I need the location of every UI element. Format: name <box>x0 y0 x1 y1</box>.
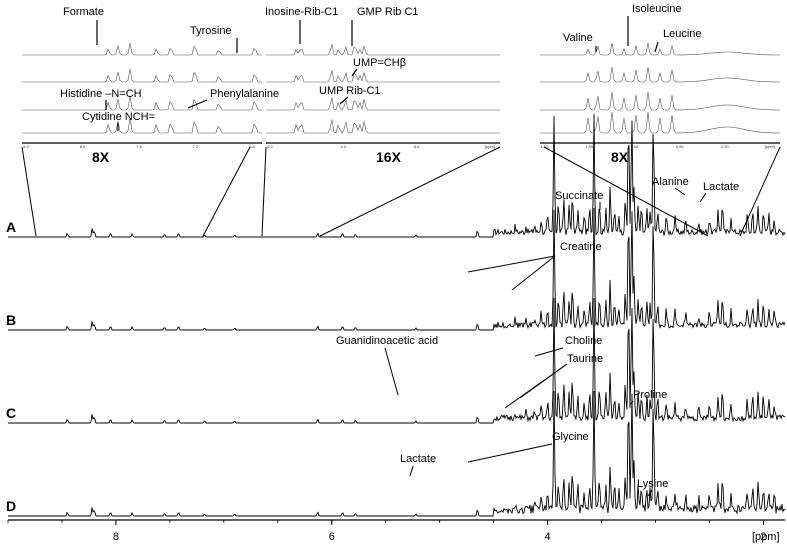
zoom-line-0 <box>21 146 37 237</box>
annotation-pointer-9 <box>629 400 634 406</box>
annotation-pointer-5 <box>534 347 564 357</box>
label-ump-rib: UMP Rib-C1 <box>319 85 381 97</box>
label-phenylalanine: Phenylalanine <box>210 88 279 100</box>
annotation-pointer-4 <box>511 255 556 291</box>
inset-8x-aromatic-tick-0: 8.4 <box>23 144 29 149</box>
inset-1-magnification: 8X <box>92 149 110 165</box>
zoom-line-1 <box>202 146 251 237</box>
inset-16x-anomeric-tick-0: 6.2 <box>267 144 273 149</box>
annotation-pointer-10 <box>467 443 553 463</box>
trace-label-b: B <box>6 312 16 328</box>
label-formate: Formate <box>63 6 104 18</box>
inset-8x-aliphatic-row-3 <box>540 111 781 134</box>
inset-label-pointer-3 <box>187 99 208 109</box>
label-cytidine: Cytidine NCH= <box>82 111 155 123</box>
inset-16x-anomeric-tick-2: 5.8 <box>414 144 420 149</box>
label-isoleucine: Isoleucine <box>632 3 682 15</box>
label-lysine: Lysine <box>637 478 668 490</box>
inset-8x-aromatic-tick-1: 8.0 <box>80 144 86 149</box>
inset-8x-aliphatic-tick-0: 1.10 <box>540 144 549 149</box>
annotations <box>384 187 707 497</box>
inset-label-pointer-8 <box>339 96 349 105</box>
spectrum-trace-d <box>8 390 786 517</box>
inset-8x-aliphatic-tick-4: 0.90 <box>721 144 730 149</box>
inset-8x-aromatic-tick-2: 7.6 <box>136 144 142 149</box>
label-glycine: Glycine <box>552 431 589 443</box>
label-gmp: GMP Rib C1 <box>357 6 419 18</box>
inset-3-magnification: 8X <box>611 149 629 165</box>
annotation-pointer-8 <box>384 347 399 396</box>
inset-8x-aliphatic-row-0 <box>540 42 780 56</box>
x-axis: 8 6 4 2 [ppm] <box>7 519 785 543</box>
zoom-line-4 <box>543 146 709 237</box>
label-creatine: Creatine <box>560 241 602 253</box>
label-lactate-a: Lactate <box>703 181 739 193</box>
annotation-pointer-11 <box>409 465 414 477</box>
zoom-line-3 <box>319 146 501 237</box>
zoom-line-5 <box>739 146 781 237</box>
trace-label-c: C <box>6 405 16 421</box>
spectrum-trace-c <box>8 297 786 424</box>
x-axis-label: [ppm] <box>752 531 780 543</box>
inset-8x-aliphatic-tick-1: 1.05 <box>585 144 594 149</box>
x-tick-label-1: 6 <box>329 531 335 543</box>
trace-label-a: A <box>6 219 16 235</box>
label-guanidinoacetic: Guanidinoacetic acid <box>336 335 438 347</box>
inset-8x-aliphatic-tick-2: 1.00 <box>631 144 640 149</box>
trace-label-d: D <box>6 498 16 514</box>
inset-8x-aromatic-row-2 <box>22 95 262 111</box>
label-inosine: Inosine-Rib-C1 <box>265 6 338 18</box>
label-proline: Proline <box>633 389 667 401</box>
label-leucine: Leucine <box>663 28 702 40</box>
spectra-traces <box>8 113 786 517</box>
inset-2-magnification: 16X <box>376 149 402 165</box>
inset-16x-anomeric-row-0 <box>266 44 500 56</box>
label-ump-ch: UMP=CHβ <box>353 57 406 69</box>
inset-8x-aromatic-row-3 <box>22 117 262 134</box>
spectrum-trace-b <box>8 207 786 331</box>
inset-8x-aliphatic-row-1 <box>540 66 780 83</box>
annotation-pointer-3 <box>467 255 556 273</box>
x-tick-label-0: 8 <box>113 531 119 543</box>
annotation-pointer-7 <box>519 363 568 399</box>
inset-16x-anomeric-tick-1: 6.0 <box>341 144 347 149</box>
label-taurine: Taurine <box>567 353 603 365</box>
inset-8x-aromatic-tick-4: 6.8 <box>249 144 255 149</box>
inset-8x-aliphatic-tick-5: [ppm] <box>765 144 775 149</box>
inset-panels: 8.4 8.0 7.6 7.2 6.8 6.2 6.0 5.8 [ppm] 1.10 1.05 1.0… <box>22 16 781 149</box>
label-lactate-d: Lactate <box>400 453 436 465</box>
inset-label-pointer-11 <box>654 41 659 53</box>
inset-16x-anomeric-row-1 <box>266 70 500 83</box>
inset-8x-aliphatic-row-2 <box>540 91 781 111</box>
inset-label-pointer-7 <box>351 68 358 77</box>
label-succinate: Succinate <box>555 190 603 202</box>
inset-8x-aliphatic-tick-3: 0.95 <box>676 144 685 149</box>
inset-16x-anomeric-row-2 <box>266 97 500 111</box>
label-tyrosine: Tyrosine <box>190 25 232 37</box>
zoom-line-2 <box>261 146 267 237</box>
x-tick-label-2: 4 <box>545 531 551 543</box>
inset-8x-aromatic-row-0 <box>22 42 262 56</box>
x-tick-label-3: 2 <box>760 531 766 543</box>
inset-8x-aromatic-tick-3: 7.2 <box>193 144 199 149</box>
inset-8x-aromatic-row-1 <box>22 68 262 83</box>
inset-16x-anomeric-row-3 <box>266 119 500 134</box>
label-choline: Choline <box>565 335 602 347</box>
label-alanine: Alanine <box>652 176 689 188</box>
annotation-pointer-1 <box>674 187 686 196</box>
label-histidine: Histidine –N=CH <box>60 88 142 100</box>
label-valine: Valine <box>563 32 593 44</box>
zoom-guide-lines <box>21 146 781 237</box>
spectrum-trace-a <box>8 113 786 238</box>
annotation-pointer-12 <box>647 489 653 497</box>
inset-16x-anomeric-tick-3: [ppm] <box>485 144 495 149</box>
annotation-pointer-2 <box>699 192 707 203</box>
